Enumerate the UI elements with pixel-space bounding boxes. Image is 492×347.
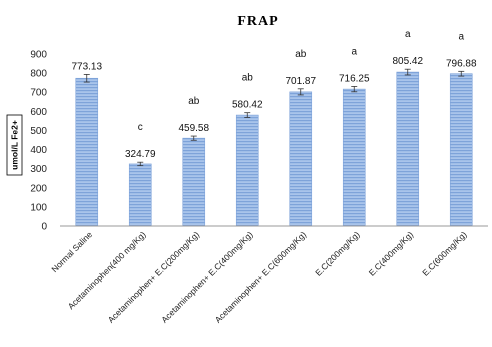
y-tick-label: 300 bbox=[30, 164, 47, 175]
y-tick-label: 100 bbox=[30, 202, 47, 213]
bar bbox=[396, 71, 420, 227]
x-tick-label: Acetaminophen+ E.C(600mg/Kg) bbox=[213, 229, 309, 325]
bar bbox=[342, 88, 366, 227]
significance-label: a bbox=[351, 46, 357, 57]
data-label: 796.88 bbox=[446, 58, 477, 69]
bar bbox=[449, 73, 473, 227]
data-label: 773.13 bbox=[71, 61, 102, 72]
bar-series: 773.13 324.79 c 459.58 ab 580.42 ab 701.87 ab 716… bbox=[71, 29, 477, 227]
chart-title: FRAP bbox=[237, 14, 278, 29]
y-tick-label: 200 bbox=[30, 183, 47, 194]
y-tick-label: 700 bbox=[30, 88, 47, 99]
data-label: 805.42 bbox=[392, 56, 423, 67]
y-axis: 0 100 200 300 400 500 600 700 800 900 bbox=[30, 50, 47, 233]
data-label: 580.42 bbox=[232, 100, 263, 111]
bar bbox=[235, 114, 259, 227]
significance-label: ab bbox=[295, 49, 307, 60]
y-tick-label: 900 bbox=[30, 50, 47, 61]
significance-label: a bbox=[458, 31, 464, 42]
y-axis-label-box: umol/L Fe2+ bbox=[6, 114, 23, 176]
data-label: 324.79 bbox=[125, 149, 156, 160]
significance-label: ab bbox=[242, 73, 254, 84]
y-axis-label: umol/L Fe2+ bbox=[10, 120, 20, 170]
x-tick-label: E.C(600mg/Kg) bbox=[420, 229, 469, 278]
x-tick-label: Acetaminophen+ E.C(400mg/Kg) bbox=[159, 229, 255, 325]
data-label: 716.25 bbox=[339, 73, 370, 84]
x-tick-label: Normal Saline bbox=[49, 229, 94, 274]
bar bbox=[75, 77, 99, 227]
x-tick-label: E.C(400mg/Kg) bbox=[367, 229, 416, 278]
x-tick-label: E.C(200mg/Kg) bbox=[313, 229, 362, 278]
y-tick-label: 0 bbox=[41, 222, 47, 233]
significance-label: ab bbox=[188, 96, 200, 107]
bar bbox=[128, 163, 152, 227]
bar bbox=[182, 137, 206, 227]
y-tick-label: 500 bbox=[30, 126, 47, 137]
bar bbox=[289, 91, 313, 227]
significance-label: c bbox=[138, 122, 143, 133]
significance-label: a bbox=[405, 29, 411, 40]
data-label: 701.87 bbox=[285, 76, 316, 87]
x-tick-label: Acetaminophen+ E.C(200mg/Kg) bbox=[106, 229, 202, 325]
y-tick-label: 400 bbox=[30, 145, 47, 156]
data-label: 459.58 bbox=[178, 123, 209, 134]
y-tick-label: 600 bbox=[30, 107, 47, 118]
y-tick-label: 800 bbox=[30, 69, 47, 80]
y-axis-label-frame bbox=[6, 114, 23, 176]
